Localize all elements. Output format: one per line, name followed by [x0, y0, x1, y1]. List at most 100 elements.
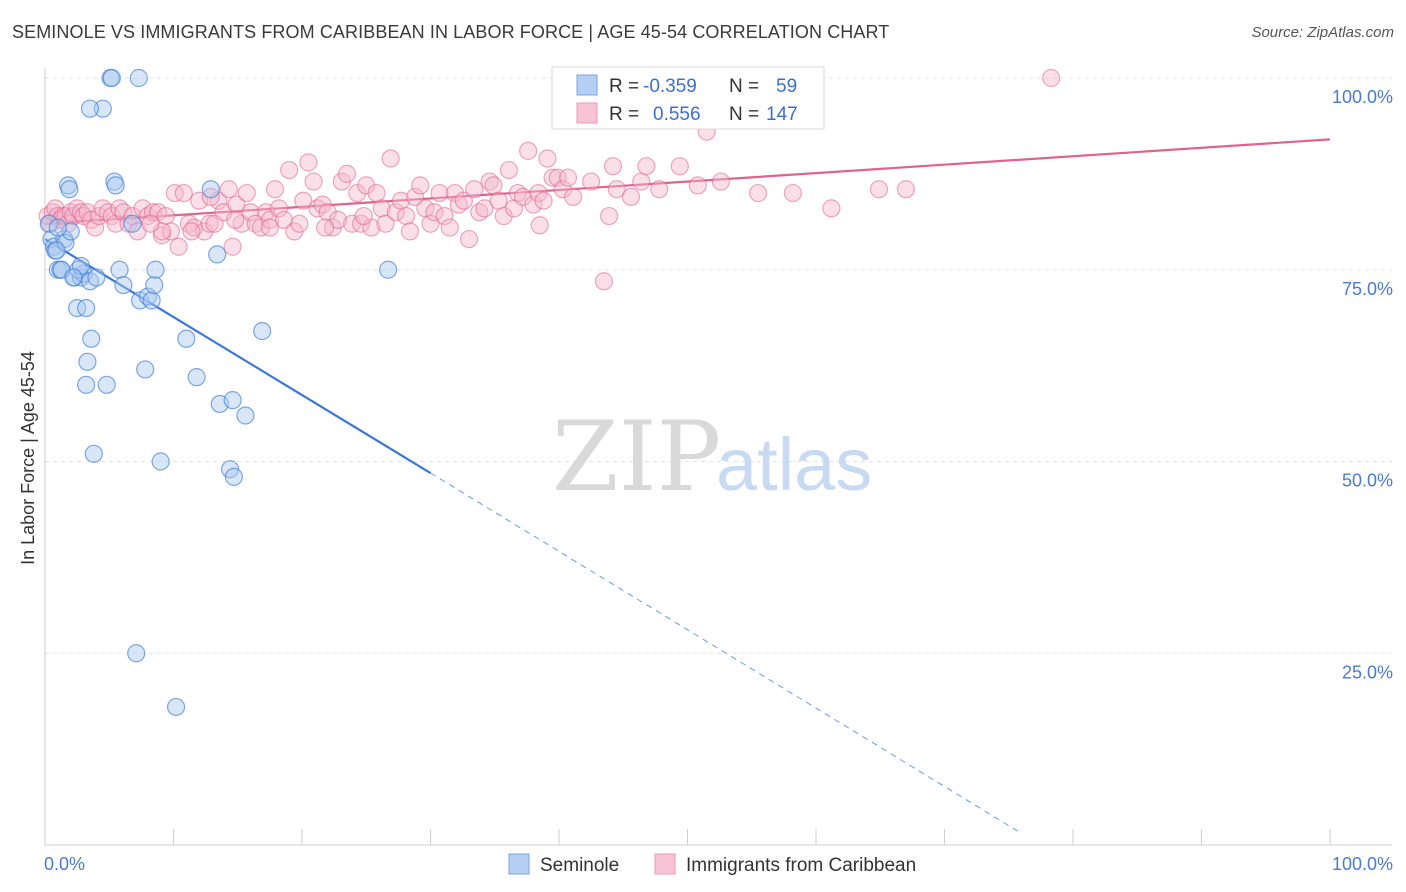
seminole-point	[129, 68, 148, 88]
seminole-point	[253, 322, 272, 341]
legend-r-label-1: R =	[609, 76, 639, 97]
caribbean-point	[484, 176, 503, 195]
caribbean-point	[260, 218, 279, 237]
y-tick-label-3: 100.0%	[1332, 87, 1393, 107]
caribbean-point	[603, 157, 623, 176]
seminole-point	[114, 275, 133, 295]
caribbean-point	[670, 157, 689, 176]
caribbean-point	[600, 206, 619, 226]
bottom-legend-swatch-caribbean	[654, 853, 676, 875]
caribbean-point	[223, 237, 242, 256]
caribbean-point	[637, 157, 656, 176]
caribbean-point	[227, 195, 246, 214]
series-seminole-points	[39, 68, 398, 717]
seminole-point	[378, 260, 398, 279]
bottom-legend-swatch-seminole	[508, 853, 530, 875]
seminole-point	[106, 176, 125, 195]
caribbean-point	[421, 214, 440, 233]
seminole-point	[177, 329, 196, 348]
caribbean-point	[237, 183, 256, 203]
seminole-point	[93, 99, 112, 118]
caribbean-point	[582, 172, 601, 191]
legend-r-value-1: -0.359	[643, 76, 697, 97]
caribbean-point	[274, 210, 294, 229]
caribbean-point	[513, 187, 533, 206]
caribbean-point	[688, 176, 707, 195]
caribbean-point	[494, 206, 513, 226]
caribbean-point	[869, 180, 889, 199]
seminole-point	[77, 299, 96, 318]
caribbean-point	[265, 180, 285, 199]
caribbean-point	[534, 191, 553, 210]
legend-n-label-1: N =	[729, 76, 759, 97]
caribbean-point	[548, 168, 567, 187]
bottom-legend-label-caribbean: Immigrants from Caribbean	[686, 855, 916, 876]
series-caribbean-points	[38, 68, 1061, 291]
caribbean-point	[454, 191, 474, 210]
caribbean-point	[607, 180, 626, 199]
seminole-point	[48, 218, 67, 237]
caribbean-point	[896, 180, 916, 199]
caribbean-point	[411, 176, 430, 195]
legend-n-value-2: 147	[766, 104, 798, 125]
seminole-point	[208, 245, 227, 264]
caribbean-point	[440, 218, 459, 237]
seminole-point	[146, 260, 165, 279]
caribbean-point	[564, 187, 583, 206]
caribbean-point	[524, 195, 543, 214]
caribbean-point	[749, 183, 768, 203]
legend-n-label-2: N =	[729, 104, 759, 125]
y-tick-label-0: 25.0%	[1342, 662, 1393, 682]
axes	[44, 68, 1392, 846]
seminole-point	[77, 375, 96, 394]
seminole-point	[64, 268, 83, 287]
caribbean-point	[381, 149, 400, 168]
caribbean-point	[400, 222, 420, 241]
caribbean-point	[357, 176, 376, 195]
caribbean-point	[543, 168, 562, 187]
caribbean-point	[499, 160, 518, 180]
tick-labels: 25.0% 50.0% 75.0% 100.0% 0.0% 100.0%	[44, 87, 1393, 874]
legend-swatch-caribbean	[576, 102, 598, 124]
caribbean-point	[396, 206, 416, 226]
stats-legend: R = -0.359 N = 59 R = 0.556 N = 147	[551, 66, 825, 130]
chart-title: SEMINOLE VS IMMIGRANTS FROM CARIBBEAN IN…	[12, 22, 890, 42]
caribbean-point	[558, 168, 578, 187]
caribbean-point	[632, 172, 651, 191]
legend-r-label-2: R =	[609, 104, 639, 125]
legend-r-value-2: 0.556	[653, 104, 701, 125]
caribbean-point	[594, 272, 614, 291]
caribbean-point	[156, 206, 175, 226]
y-tick-label-1: 50.0%	[1342, 471, 1393, 491]
caribbean-point	[241, 203, 260, 222]
caribbean-point	[405, 187, 425, 206]
caribbean-point	[430, 183, 449, 203]
seminole-point	[80, 99, 100, 118]
seminole-point	[136, 360, 155, 379]
caribbean-point	[299, 153, 318, 172]
caribbean-point	[465, 180, 484, 199]
y-axis-title: In Labor Force | Age 45-54	[18, 351, 38, 565]
seminole-point	[123, 214, 142, 233]
caribbean-point	[783, 183, 802, 203]
caribbean-point	[304, 172, 323, 191]
caribbean-point	[169, 237, 188, 256]
caribbean-point	[269, 199, 288, 218]
caribbean-point	[459, 229, 479, 249]
caribbean-point	[294, 191, 313, 210]
grid-lines	[45, 77, 1392, 654]
caribbean-point	[182, 222, 201, 241]
caribbean-point	[621, 187, 641, 206]
seminole-point	[187, 368, 206, 387]
caribbean-point	[376, 214, 395, 233]
seminole-point	[223, 391, 242, 410]
caribbean-point	[354, 206, 373, 226]
caribbean-point	[86, 218, 105, 237]
caribbean-point	[201, 187, 220, 206]
seminole-point	[127, 644, 146, 663]
caribbean-point	[316, 218, 335, 237]
seminole-point	[102, 68, 121, 88]
seminole-point	[82, 329, 101, 348]
caribbean-point	[174, 183, 193, 203]
